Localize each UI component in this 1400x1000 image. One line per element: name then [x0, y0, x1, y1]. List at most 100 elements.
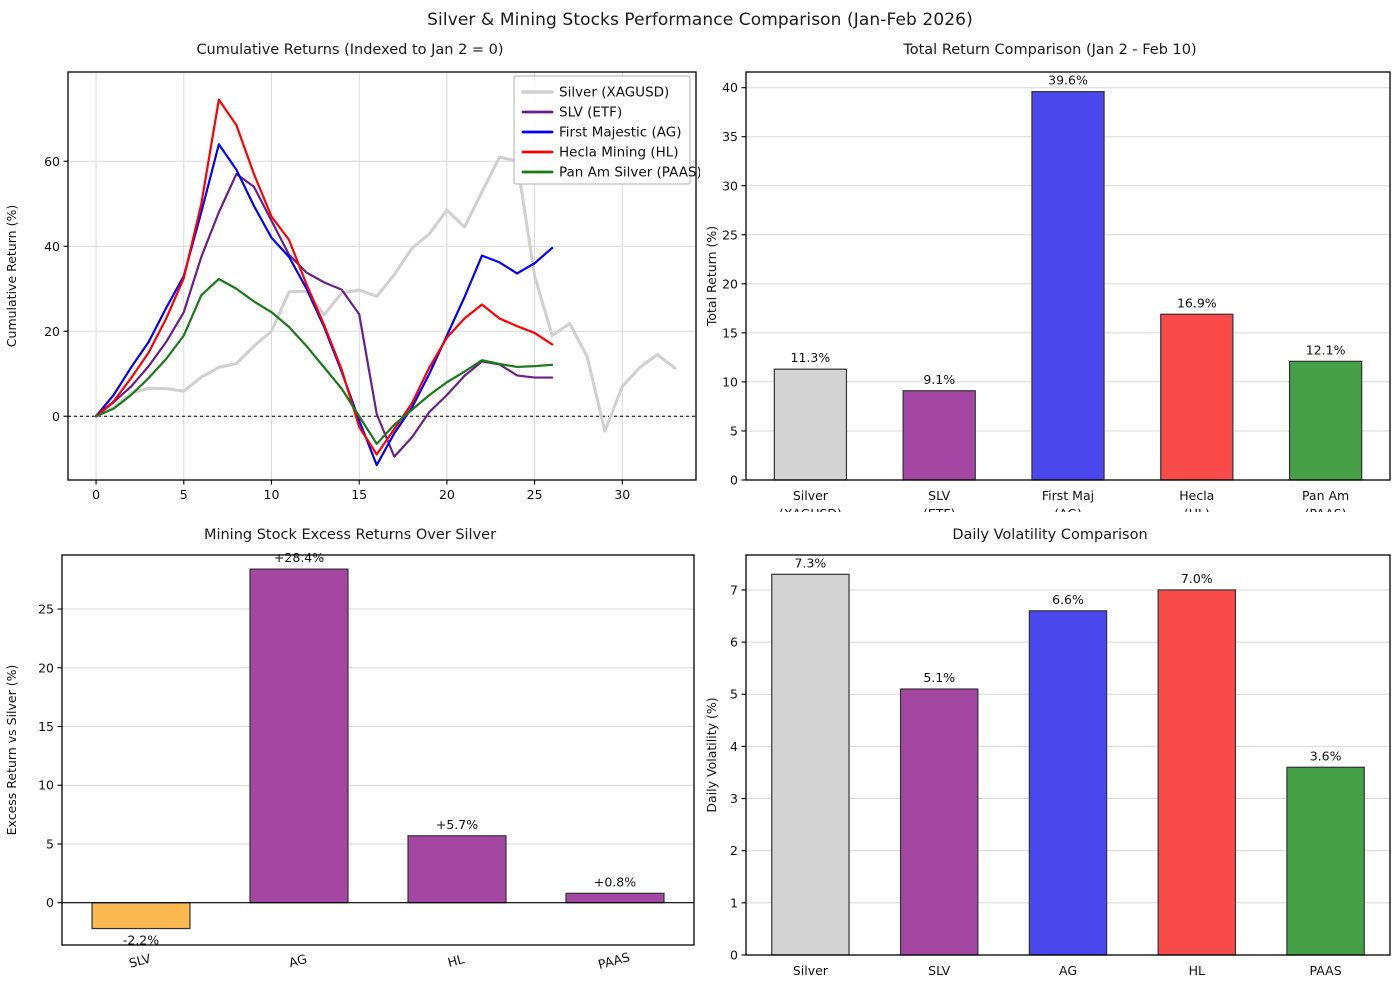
y-tick-label: 10 — [722, 374, 738, 389]
y-tick-label: 0 — [730, 473, 738, 488]
bar[interactable] — [91, 902, 191, 930]
y-tick-label: 30 — [722, 178, 738, 193]
bar[interactable] — [899, 688, 979, 956]
line-series-0 — [94, 155, 677, 433]
y-tick-label: 3 — [730, 791, 738, 806]
bar-value-label: 16.9% — [1177, 295, 1217, 310]
legend-label-4: Pan Am Silver (PAAS) — [559, 165, 700, 181]
x-tick-label: 0 — [92, 487, 100, 502]
y-tick-label: 0 — [730, 948, 738, 963]
bar[interactable] — [1028, 610, 1108, 956]
y-tick-label: 0 — [52, 409, 60, 424]
x-category-label: PAAS — [1310, 963, 1342, 978]
bar-value-label: 39.6% — [1048, 73, 1088, 88]
line-series-3 — [94, 98, 554, 456]
x-category-label: HL — [1189, 963, 1205, 978]
x-category-label: (XAGUSD) — [779, 506, 842, 512]
panel-title-total-return-comparison: Total Return Comparison (Jan 2 - Feb 10) — [903, 42, 1197, 58]
legend-label-1: SLV (ETF) — [559, 105, 622, 121]
bar[interactable] — [1288, 360, 1363, 481]
bar-value-label: 11.3% — [791, 350, 831, 365]
x-category-label: First Maj — [1042, 488, 1094, 503]
bar-value-label: -2.2% — [123, 933, 159, 948]
bar-value-label: 6.6% — [1052, 592, 1084, 607]
y-axis-label: Excess Return vs Silver (%) — [4, 665, 19, 836]
x-tick-label: 30 — [614, 487, 630, 502]
x-tick-label: 15 — [351, 487, 367, 502]
bar-value-label: 9.1% — [923, 372, 955, 387]
chart-total-return-comparison: 11.3% 9.1% 39.6% 16.9% 12.1% 0 5 10 15 20 25 30 35 40… — [704, 71, 1391, 512]
y-tick-label: 7 — [730, 582, 738, 597]
chart-excess-returns: -2.2% +28.4% +5.7% +0.8% 0 5 10 15 20 25 SLV AG HL PA… — [4, 550, 695, 972]
y-tick-label: 6 — [730, 635, 738, 650]
bar[interactable] — [1031, 91, 1105, 481]
x-category-label: Hecla — [1179, 488, 1214, 503]
x-tick-label: 25 — [527, 487, 543, 502]
bar[interactable] — [565, 892, 665, 904]
x-category-label: HL — [446, 951, 466, 970]
bar-value-label: +5.7% — [436, 817, 478, 832]
y-tick-label: 60 — [44, 154, 60, 169]
y-tick-label: 5 — [730, 423, 738, 438]
x-category-label: (PAAS) — [1305, 506, 1347, 512]
x-category-label: Pan Am — [1302, 488, 1349, 503]
x-category-label: (AG) — [1054, 506, 1082, 512]
bar-value-label: 7.0% — [1181, 571, 1213, 586]
panel-cumulative-returns: Cumulative Returns (Indexed to Jan 2 = 0… — [0, 42, 700, 512]
bar-value-label: 12.1% — [1306, 342, 1346, 357]
y-tick-label: 25 — [722, 227, 738, 242]
x-category-label: (HL) — [1184, 506, 1210, 512]
legend-label-0: Silver (XAGUSD) — [559, 85, 669, 101]
x-category-label: PAAS — [596, 949, 631, 972]
y-tick-label: 1 — [730, 895, 738, 910]
y-tick-label: 4 — [730, 739, 738, 754]
chart-daily-volatility: 7.3% 5.1% 6.6% 7.0% 3.6% 0 1 2 3 4 5 6 7 Silver SLV AG H… — [704, 554, 1391, 978]
y-tick-label: 5 — [730, 687, 738, 702]
y-tick-label: 2 — [730, 843, 738, 858]
x-tick-label: 5 — [180, 487, 188, 502]
chart-cumulative-returns: 0 5 10 15 20 25 30 0 20 40 60 Cumulative Return (%)… — [4, 71, 700, 502]
panel-title-daily-volatility: Daily Volatility Comparison — [952, 527, 1148, 543]
x-category-label: SLV — [928, 488, 951, 503]
chart-legend — [513, 75, 691, 185]
bar[interactable] — [1157, 589, 1237, 956]
y-tick-label: 25 — [38, 602, 54, 617]
y-tick-label: 5 — [46, 836, 54, 851]
bar[interactable] — [771, 573, 850, 956]
bar[interactable] — [1286, 766, 1365, 956]
y-axis-label: Total Return (%) — [704, 226, 719, 327]
y-tick-label: 40 — [44, 239, 60, 254]
bar-value-label: +0.8% — [594, 874, 636, 889]
y-tick-label: 35 — [722, 129, 738, 144]
bar[interactable] — [902, 390, 976, 481]
legend-label-3: Hecla Mining (HL) — [559, 145, 679, 161]
x-category-label: Silver — [793, 488, 829, 503]
x-category-label: SLV — [928, 963, 951, 978]
y-tick-label: 20 — [44, 324, 60, 339]
x-tick-label: 10 — [264, 487, 280, 502]
bar-value-label: +28.4% — [274, 550, 324, 565]
x-category-label: SLV — [127, 950, 153, 970]
bar[interactable] — [773, 368, 848, 481]
bar-value-label: 5.1% — [923, 670, 955, 685]
line-series-1 — [94, 172, 554, 458]
figure-suptitle: Silver & Mining Stocks Performance Compa… — [427, 10, 973, 30]
panel-title-excess-returns: Mining Stock Excess Returns Over Silver — [203, 527, 497, 543]
panel-daily-volatility: Daily Volatility Comparison 7.3% 5.1% 6.6%… — [700, 527, 1400, 1000]
y-tick-label: 20 — [722, 276, 738, 291]
y-tick-label: 40 — [722, 80, 738, 95]
bar[interactable] — [249, 568, 349, 904]
x-category-label: Silver — [793, 963, 829, 978]
y-tick-label: 20 — [38, 660, 54, 675]
bar-value-label: 3.6% — [1310, 748, 1342, 763]
x-tick-label: 20 — [439, 487, 455, 502]
line-series-4 — [94, 277, 554, 445]
y-tick-label: 15 — [38, 719, 54, 734]
bar[interactable] — [407, 835, 507, 904]
x-category-label: AG — [287, 951, 308, 970]
x-category-label: AG — [1059, 963, 1077, 978]
bar[interactable] — [1160, 313, 1234, 481]
legend-label-2: First Majestic (AG) — [559, 125, 681, 141]
panel-total-return-comparison: Total Return Comparison (Jan 2 - Feb 10)… — [700, 42, 1400, 512]
